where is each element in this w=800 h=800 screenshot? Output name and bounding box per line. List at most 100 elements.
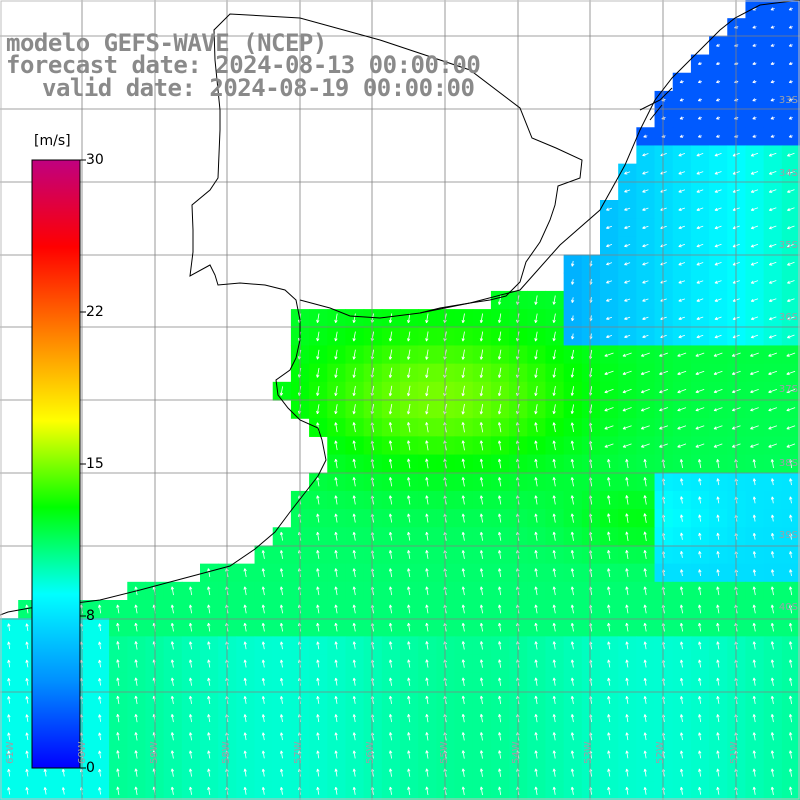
wind-arrow bbox=[716, 43, 721, 47]
wind-arrow bbox=[716, 786, 720, 795]
wind-arrow bbox=[189, 714, 193, 723]
wind-arrow bbox=[680, 532, 684, 540]
wind-arrow bbox=[607, 568, 611, 578]
lon-label: 56W bbox=[365, 741, 376, 764]
wind-arrow bbox=[570, 458, 575, 469]
wind-arrow bbox=[789, 750, 793, 759]
wind-arrow bbox=[788, 134, 793, 138]
wind-cell bbox=[690, 418, 710, 437]
wind-arrow bbox=[750, 262, 759, 266]
wind-arrow bbox=[334, 568, 338, 578]
wind-arrow bbox=[714, 316, 722, 321]
lat-label: 35S bbox=[778, 240, 798, 251]
wind-arrow bbox=[534, 349, 538, 360]
wind-arrow bbox=[571, 279, 575, 285]
wind-arrow bbox=[714, 334, 722, 339]
wind-arrow bbox=[261, 786, 266, 795]
wind-arrow bbox=[570, 714, 575, 723]
wind-arrow bbox=[697, 98, 702, 102]
wind-arrow bbox=[697, 61, 702, 65]
wind-arrow bbox=[678, 262, 686, 266]
wind-arrow bbox=[243, 568, 247, 577]
wind-arrow bbox=[352, 695, 356, 704]
wind-arrow bbox=[316, 768, 320, 777]
wind-arrow bbox=[770, 569, 775, 576]
wind-arrow bbox=[498, 622, 502, 632]
wind-arrow bbox=[316, 714, 320, 723]
wind-arrow bbox=[461, 440, 465, 451]
wind-arrow bbox=[570, 531, 575, 541]
valid-date: valid date: 2024-08-19 00:00:00 bbox=[42, 74, 475, 102]
wind-arrow bbox=[534, 586, 538, 596]
wind-arrow bbox=[716, 622, 720, 632]
wind-arrow bbox=[25, 750, 29, 759]
wind-arrow bbox=[407, 458, 411, 469]
wind-arrow bbox=[316, 695, 320, 704]
wind-arrow bbox=[479, 458, 484, 469]
wind-arrow bbox=[752, 80, 757, 84]
wind-arrow bbox=[714, 243, 722, 248]
wind-arrow bbox=[659, 389, 669, 394]
wind-arrow bbox=[750, 443, 759, 448]
wind-arrow bbox=[498, 586, 502, 596]
wind-arrow bbox=[334, 550, 338, 559]
wind-arrow bbox=[698, 695, 702, 704]
wind-arrow bbox=[498, 513, 502, 523]
wind-arrow bbox=[607, 622, 611, 632]
wind-arrow bbox=[479, 750, 484, 759]
wind-arrow bbox=[498, 313, 502, 324]
wind-arrow bbox=[170, 659, 175, 668]
wind-arrow bbox=[407, 513, 411, 523]
wind-cell bbox=[672, 272, 692, 292]
wind-arrow bbox=[334, 750, 338, 759]
wind-cell bbox=[745, 309, 765, 328]
wind-arrow bbox=[571, 297, 575, 303]
wind-arrow bbox=[625, 750, 629, 759]
wind-arrow bbox=[498, 641, 502, 650]
wind-arrow bbox=[696, 316, 704, 320]
wind-arrow bbox=[407, 750, 411, 759]
wind-arrow bbox=[606, 225, 613, 229]
wind-arrow bbox=[425, 586, 429, 596]
wind-arrow bbox=[789, 659, 793, 668]
wind-arrow bbox=[622, 425, 632, 430]
wind-arrow bbox=[207, 568, 211, 577]
wind-arrow bbox=[714, 171, 722, 175]
wind-arrow bbox=[352, 768, 356, 777]
wind-arrow bbox=[388, 367, 393, 378]
wind-arrow bbox=[498, 604, 502, 614]
wind-arrow bbox=[407, 367, 411, 379]
wind-arrow bbox=[640, 407, 650, 412]
wind-arrow bbox=[534, 458, 538, 469]
wind-arrow bbox=[352, 367, 356, 378]
wind-arrow bbox=[389, 677, 393, 686]
wind-arrow bbox=[716, 714, 720, 723]
wind-arrow bbox=[116, 695, 120, 705]
wind-arrow bbox=[607, 531, 611, 541]
wind-arrow bbox=[388, 403, 393, 415]
wind-arrow bbox=[389, 586, 393, 596]
wind-arrow bbox=[659, 352, 669, 357]
wind-arrow bbox=[770, 551, 775, 558]
wind-arrow bbox=[552, 714, 556, 723]
wind-arrow bbox=[624, 171, 631, 175]
wind-arrow bbox=[624, 262, 631, 266]
wind-arrow bbox=[461, 331, 465, 342]
wind-arrow bbox=[695, 425, 705, 430]
wind-arrow bbox=[552, 604, 556, 614]
wind-arrow bbox=[352, 732, 356, 741]
wind-arrow bbox=[752, 641, 756, 650]
wind-arrow bbox=[552, 622, 556, 632]
wind-arrow bbox=[714, 225, 722, 230]
wind-arrow bbox=[789, 586, 793, 596]
wind-arrow bbox=[788, 80, 793, 84]
wind-arrow bbox=[425, 786, 429, 795]
wind-arrow bbox=[752, 496, 757, 504]
wind-arrow bbox=[640, 425, 650, 430]
wind-arrow bbox=[479, 768, 484, 777]
wind-arrow bbox=[25, 732, 29, 741]
wind-arrow bbox=[770, 98, 775, 102]
wind-cell bbox=[618, 309, 637, 328]
wind-cell bbox=[654, 163, 674, 183]
